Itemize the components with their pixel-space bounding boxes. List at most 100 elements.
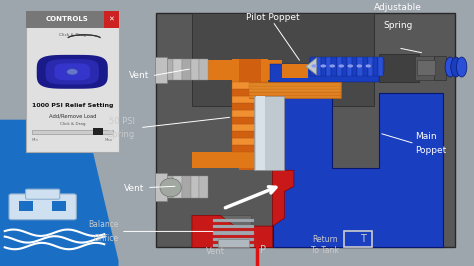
Text: T: T [360, 234, 365, 244]
Bar [232, 110, 268, 117]
Bar [249, 86, 341, 89]
Bar [316, 57, 321, 76]
Bar [232, 59, 268, 165]
Circle shape [320, 64, 326, 68]
Text: Orifice: Orifice [93, 234, 118, 243]
Ellipse shape [160, 178, 181, 197]
Bar [249, 89, 341, 92]
Bar [173, 59, 182, 81]
Bar [32, 130, 113, 134]
Bar [199, 176, 208, 198]
Bar [213, 225, 254, 228]
Polygon shape [192, 170, 294, 247]
Bar [182, 59, 191, 81]
Text: Click & Drag: Click & Drag [60, 122, 85, 126]
Bar [347, 57, 352, 76]
Bar [254, 96, 284, 170]
Bar [52, 201, 66, 211]
Bar [165, 59, 173, 81]
Circle shape [356, 64, 362, 68]
Bar [337, 57, 342, 76]
Bar [232, 131, 268, 138]
Bar [249, 96, 341, 98]
Bar [173, 176, 182, 198]
Bar [232, 138, 268, 145]
Text: CONTROLS: CONTROLS [46, 16, 88, 22]
Bar [192, 13, 374, 106]
Circle shape [338, 64, 344, 68]
Bar [282, 64, 308, 78]
Circle shape [347, 64, 353, 68]
Bar [156, 178, 204, 194]
Bar [156, 59, 165, 81]
Bar [352, 57, 357, 76]
Bar [232, 82, 268, 89]
Bar [434, 56, 446, 80]
Bar [104, 11, 118, 28]
Text: Vent: Vent [206, 247, 225, 256]
Bar [379, 54, 419, 82]
Bar [368, 57, 373, 76]
Bar [363, 57, 368, 76]
Circle shape [329, 64, 335, 68]
Text: To Tank: To Tank [311, 246, 338, 255]
Bar [331, 57, 337, 76]
Bar [156, 60, 204, 80]
Circle shape [66, 69, 78, 75]
Text: 50 PSI: 50 PSI [109, 117, 135, 126]
Bar [213, 238, 254, 241]
Polygon shape [0, 120, 118, 266]
Circle shape [365, 64, 371, 68]
Text: Poppet: Poppet [415, 146, 446, 155]
Bar [191, 59, 199, 81]
Bar [155, 57, 167, 83]
Text: Vent: Vent [124, 184, 145, 193]
Text: Min: Min [32, 138, 39, 142]
Text: Spring: Spring [108, 130, 135, 139]
Bar [156, 176, 165, 198]
Bar [232, 117, 268, 124]
Text: ✕: ✕ [109, 16, 114, 22]
Bar [199, 60, 282, 80]
Bar [26, 11, 118, 28]
Bar [218, 239, 249, 247]
Bar [256, 96, 265, 170]
Text: Click & Drag: Click & Drag [59, 32, 86, 37]
Text: Balance: Balance [88, 220, 118, 229]
Bar [155, 173, 167, 201]
Bar [192, 152, 270, 168]
Bar [239, 59, 261, 170]
Circle shape [311, 64, 317, 68]
Bar [232, 89, 268, 96]
Bar [213, 231, 254, 235]
Bar [249, 83, 341, 86]
Bar [378, 57, 383, 76]
Bar [232, 124, 268, 131]
Bar [342, 57, 347, 76]
Polygon shape [273, 93, 443, 247]
Text: Add/Remove Load: Add/Remove Load [48, 113, 96, 118]
Bar [310, 59, 384, 73]
Bar [216, 215, 251, 247]
Polygon shape [37, 55, 108, 89]
Bar [310, 57, 316, 76]
FancyBboxPatch shape [9, 194, 76, 220]
Text: Adjustable: Adjustable [374, 3, 422, 13]
Bar [199, 59, 208, 81]
Text: Pilot Poppet: Pilot Poppet [246, 13, 300, 22]
Bar [326, 57, 331, 76]
Text: Return: Return [312, 235, 337, 244]
Bar [232, 145, 268, 152]
Polygon shape [46, 59, 99, 85]
Text: Vent: Vent [129, 71, 149, 80]
Polygon shape [306, 58, 317, 75]
Text: 1000 PSI Relief Setting: 1000 PSI Relief Setting [32, 103, 113, 107]
Text: P: P [260, 245, 266, 255]
Bar [232, 103, 268, 110]
Bar [417, 60, 435, 75]
Bar [165, 176, 173, 198]
Bar [92, 128, 103, 135]
Bar [19, 201, 33, 211]
Bar [232, 96, 268, 103]
FancyBboxPatch shape [26, 189, 60, 199]
